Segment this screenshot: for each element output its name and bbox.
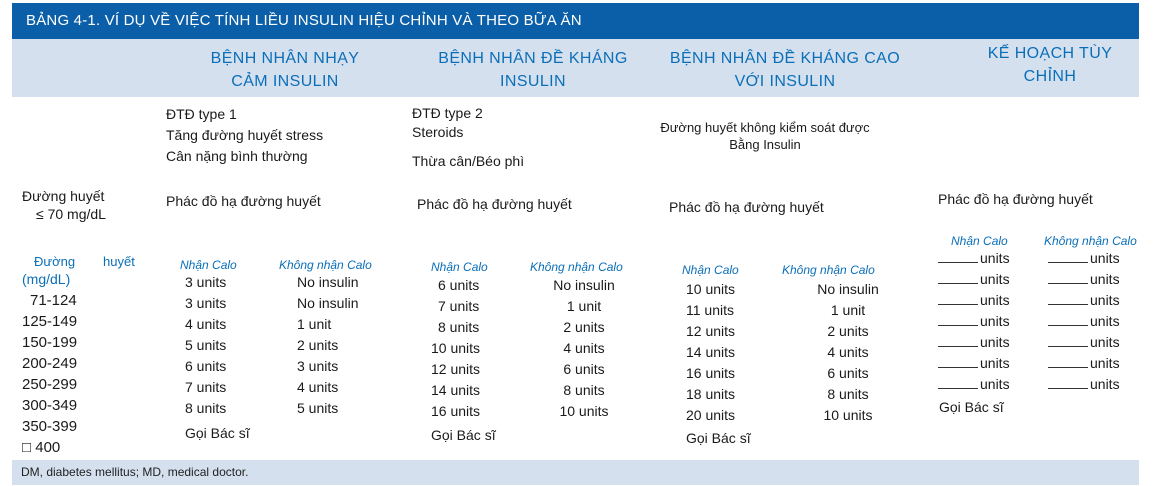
high-resistant-with-calorie-list: 10 units 11 units 12 units 14 units 16 uni… — [686, 281, 736, 423]
sensitive-no-calorie-label: Không nhận Calo — [279, 258, 372, 272]
dose-blank[interactable] — [1048, 292, 1088, 305]
sensitive-hypo-protocol: Phác đồ hạ đường huyết — [166, 193, 321, 209]
dose-blank[interactable] — [1048, 250, 1088, 263]
resistant-no-calorie-list: No insulin 1 unit 2 units 4 units 6 units 8… — [553, 277, 615, 419]
title-bar: BẢNG 4-1. VÍ DỤ VỀ VIỆC TÍNH LIỀU INSULI… — [12, 3, 1139, 39]
range-label-2: huyết — [103, 254, 135, 269]
sensitive-call-doctor: Gọi Bác sĩ — [185, 425, 250, 441]
high-resistant-no-calorie-list: No insulin 1 unit 2 units 4 units 6 units 8… — [817, 281, 879, 423]
resistant-with-calorie-label: Nhận Calo — [431, 260, 488, 274]
glucose-range-list: 71-124 125-149 150-199 200-249 250-299 3… — [22, 290, 77, 458]
dose-blank[interactable] — [938, 355, 978, 368]
dose-blank[interactable] — [1048, 355, 1088, 368]
range-row: 150-199 — [22, 334, 78, 351]
dose-blank[interactable] — [938, 250, 978, 263]
column-header-sensitive: BỆNH NHÂN NHẠY CẢM INSULIN — [210, 50, 360, 90]
dose-blank[interactable] — [1048, 376, 1088, 389]
dose-blank[interactable] — [938, 292, 978, 305]
resistant-with-calorie-list: 6 units 7 units 8 units 10 units 12 units… — [431, 277, 481, 419]
column-header-resistant: BỆNH NHÂN ĐỀ KHÁNG INSULIN — [438, 50, 628, 90]
footnote-band: DM, diabetes mellitus; MD, medical docto… — [12, 460, 1139, 485]
sensitive-with-calorie-list: 3 units 3 units 4 units 5 units 6 units 7 u… — [185, 274, 227, 416]
footnote: DM, diabetes mellitus; MD, medical docto… — [21, 465, 249, 479]
range-row: 125-149 — [22, 313, 78, 330]
high-resistant-call-doctor: Gọi Bác sĩ — [686, 430, 751, 446]
custom-no-calorie-label: Không nhận Calo — [1044, 234, 1137, 248]
range-label-3: (mg/dL) — [22, 271, 71, 287]
sensitive-with-calorie-label: Nhận Calo — [180, 258, 237, 272]
high-resistant-with-calorie-label: Nhận Calo — [682, 263, 739, 277]
high-resistant-hypo-protocol: Phác đồ hạ đường huyết — [669, 199, 824, 215]
column-header-custom: KẾ HOẠCH TÙY CHỈNH — [987, 45, 1113, 85]
range-row: 200-249 — [22, 355, 78, 372]
sensitive-no-calorie-list: No insulin No insulin 1 unit 2 units 3 uni… — [297, 274, 359, 416]
dose-blank[interactable] — [1048, 334, 1088, 347]
resistant-no-calorie-label: Không nhận Calo — [530, 260, 623, 274]
column-header-high-resistant: BỆNH NHÂN ĐỀ KHÁNG CAO VỚI INSULIN — [669, 50, 901, 90]
dose-blank[interactable] — [938, 271, 978, 284]
range-row: 71-124 — [30, 292, 77, 309]
custom-with-calorie-label: Nhận Calo — [951, 234, 1008, 248]
sensitive-description: ĐTĐ type 1 Tăng đường huyết stress Cân n… — [166, 106, 324, 164]
range-row: 250-299 — [22, 376, 78, 393]
dose-blank[interactable] — [938, 334, 978, 347]
custom-hypo-protocol: Phác đồ hạ đường huyết — [938, 191, 1093, 207]
table-title: BẢNG 4-1. VÍ DỤ VỀ VIỆC TÍNH LIỀU INSULI… — [26, 12, 582, 29]
high-resistant-description: Đường huyết không kiểm soát được Bằng In… — [660, 120, 870, 152]
resistant-call-doctor: Gọi Bác sĩ — [431, 427, 496, 443]
column-header-band — [12, 39, 1139, 97]
range-row: 350-399 — [22, 418, 78, 435]
range-row: 300-349 — [22, 397, 78, 414]
custom-no-calorie-blanks: units units units units units units unit… — [1048, 248, 1120, 395]
resistant-description: ĐTĐ type 2 Steroids Thừa cân/Béo phì — [412, 105, 525, 169]
dose-blank[interactable] — [1048, 271, 1088, 284]
bg-label: Đường huyết ≤ 70 mg/dL — [22, 188, 106, 222]
dose-blank[interactable] — [938, 313, 978, 326]
range-label-1: Đường — [34, 254, 76, 269]
high-resistant-no-calorie-label: Không nhận Calo — [782, 263, 875, 277]
resistant-hypo-protocol: Phác đồ hạ đường huyết — [417, 196, 572, 212]
range-row: □ 400 — [22, 439, 61, 456]
dose-blank[interactable] — [1048, 313, 1088, 326]
dose-blank[interactable] — [938, 376, 978, 389]
custom-call-doctor: Gọi Bác sĩ — [939, 399, 1004, 415]
custom-with-calorie-blanks: units units units units units units unit… — [938, 248, 1010, 395]
